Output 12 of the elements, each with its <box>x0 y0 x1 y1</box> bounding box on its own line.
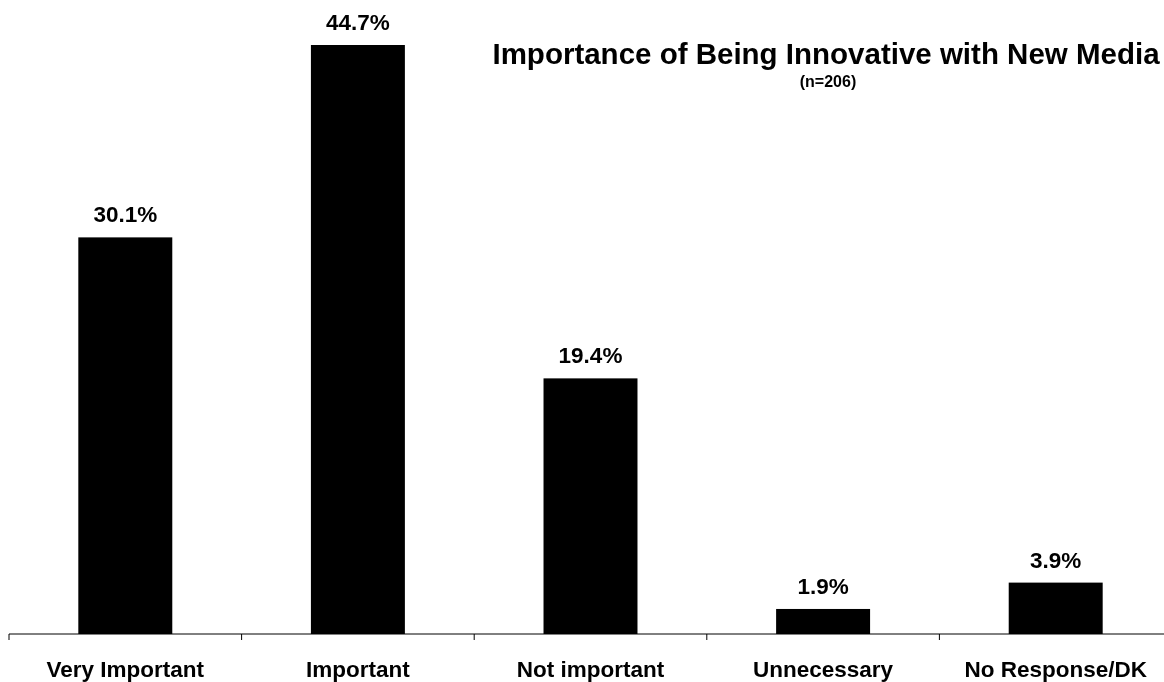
data-label: 19.4% <box>558 343 623 369</box>
x-tick-label: Unnecessary <box>753 657 894 682</box>
data-label: 3.9% <box>1030 547 1082 573</box>
x-tick-label: Not important <box>516 657 665 682</box>
data-label: 1.9% <box>797 573 849 599</box>
data-label: 30.1% <box>93 202 158 228</box>
data-label: 44.7% <box>325 10 390 35</box>
x-tick-label: Very Important <box>46 657 205 682</box>
chart-title: Importance of Being Innovative with New Media <box>492 37 1161 70</box>
text: (n=206) <box>799 73 857 90</box>
x-tick-label: Important <box>306 657 411 682</box>
x-tick-label: No Response/DK <box>964 657 1148 682</box>
